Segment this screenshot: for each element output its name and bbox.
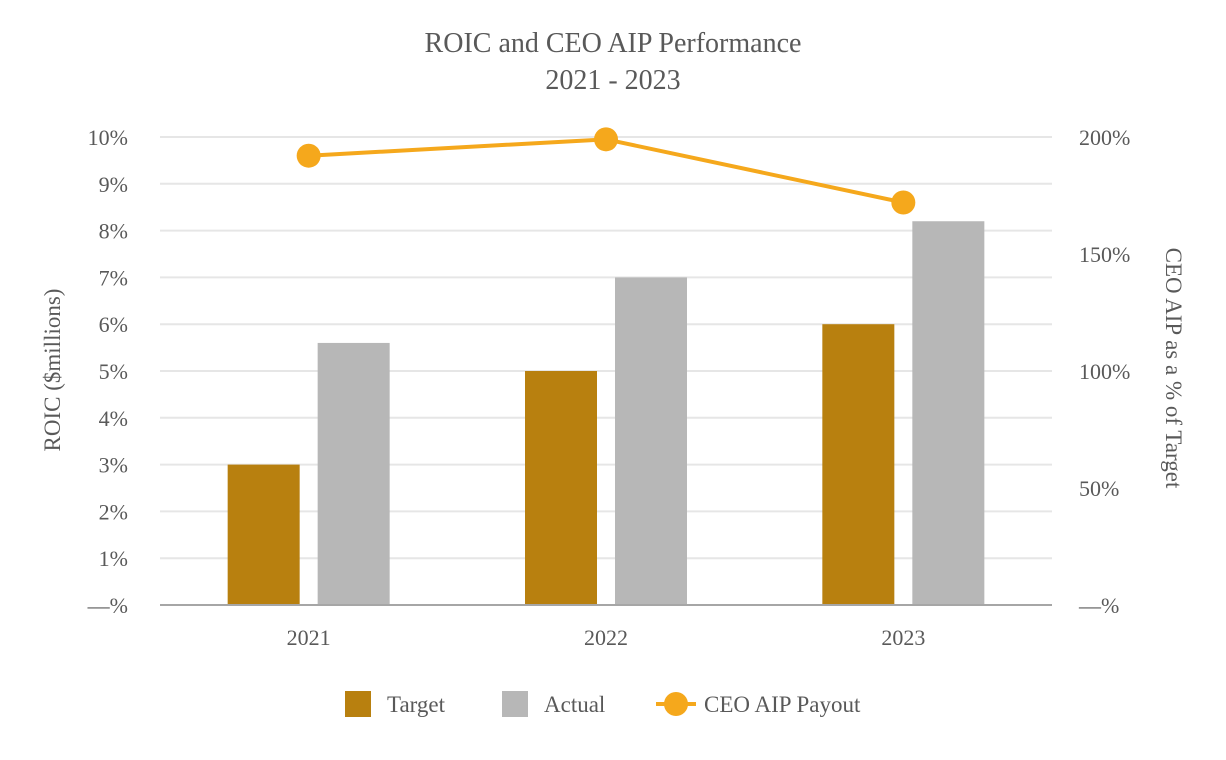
y-tick-label: 7% bbox=[99, 265, 128, 290]
bar-actual-2021 bbox=[317, 342, 390, 605]
bar-actual-2023 bbox=[912, 221, 985, 606]
legend-label: Actual bbox=[544, 692, 605, 717]
y2-tick-label: 200% bbox=[1079, 125, 1130, 150]
x-axis-ticks: 2021 2022 2023 bbox=[287, 625, 926, 650]
y-tick-label: 10% bbox=[88, 125, 128, 150]
y-tick-label: 5% bbox=[99, 359, 128, 384]
legend-label: CEO AIP Payout bbox=[704, 692, 861, 717]
chart-title: ROIC and CEO AIP Performance bbox=[425, 28, 802, 59]
bars bbox=[227, 221, 985, 606]
chart-subtitle: 2021 - 2023 bbox=[545, 65, 680, 96]
y-tick-label: 9% bbox=[99, 172, 128, 197]
y-tick-label: —% bbox=[87, 593, 128, 618]
legend-marker-swatch bbox=[664, 692, 688, 716]
y2-tick-label: —% bbox=[1078, 593, 1119, 618]
point-ceo-aip-payout-2023 bbox=[891, 190, 916, 215]
bar-actual-2022 bbox=[615, 277, 687, 605]
y-tick-label: 8% bbox=[99, 219, 128, 244]
x-tick-label: 2023 bbox=[881, 625, 925, 650]
point-ceo-aip-payout-2022 bbox=[594, 127, 618, 152]
y-tick-label: 4% bbox=[99, 406, 128, 431]
y-tick-label: 2% bbox=[99, 499, 128, 524]
y-axis-label: ROIC ($millions) bbox=[40, 289, 65, 452]
y-tick-label: 6% bbox=[99, 312, 128, 337]
right-axis-ticks: —% 50% 100% 150% 200% bbox=[1078, 125, 1130, 618]
y2-tick-label: 50% bbox=[1079, 476, 1119, 501]
y2-tick-label: 100% bbox=[1079, 359, 1130, 384]
legend: Target Actual CEO AIP Payout bbox=[345, 691, 861, 717]
x-tick-label: 2022 bbox=[584, 625, 628, 650]
y-tick-label: 1% bbox=[99, 546, 128, 571]
y-tick-label: 3% bbox=[99, 453, 128, 478]
y2-axis-label: CEO AIP as a % of Target bbox=[1161, 248, 1186, 489]
bar-target-2022 bbox=[525, 371, 597, 605]
legend-swatch-target bbox=[345, 691, 371, 717]
bar-target-2023 bbox=[822, 324, 895, 605]
line-series bbox=[296, 127, 916, 215]
legend-swatch-actual bbox=[502, 691, 528, 717]
y2-tick-label: 150% bbox=[1079, 242, 1130, 267]
point-ceo-aip-payout-2021 bbox=[296, 143, 321, 168]
left-axis-ticks: —% 1% 2% 3% 4% 5% 6% 7% 8% 9% 10% bbox=[87, 125, 128, 618]
gridlines bbox=[160, 136, 1052, 560]
legend-label: Target bbox=[387, 692, 446, 717]
bar-target-2021 bbox=[227, 464, 300, 605]
x-tick-label: 2021 bbox=[287, 625, 331, 650]
